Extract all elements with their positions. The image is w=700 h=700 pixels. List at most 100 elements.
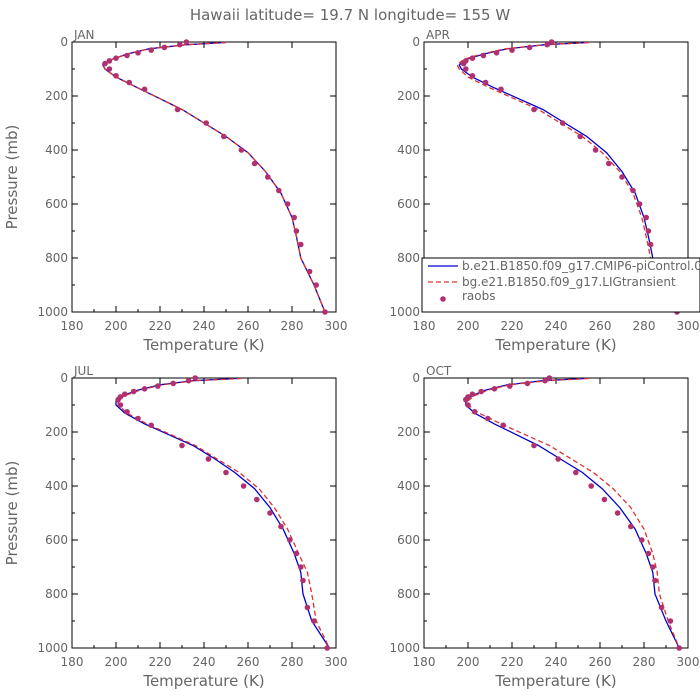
- raobs-point: [293, 550, 300, 557]
- raobs-point: [276, 187, 282, 194]
- raobs-point: [636, 201, 643, 207]
- raobs-point: [546, 375, 553, 381]
- raobs-point: [676, 645, 682, 651]
- y-tick-label: 1000: [37, 305, 68, 319]
- legend: b.e21.B1850.f09_g17.CMIP6-piControl.001b…: [421, 257, 700, 313]
- raobs-point: [161, 44, 168, 51]
- x-tick-label: 200: [105, 655, 128, 669]
- raobs-point: [606, 160, 612, 167]
- y-tick-label: 200: [397, 425, 420, 439]
- y-tick-label: 0: [60, 371, 68, 385]
- raobs-point: [135, 50, 141, 56]
- y-tick-label: 0: [60, 35, 68, 49]
- raobs-point: [639, 537, 645, 543]
- raobs-point: [619, 174, 625, 180]
- raobs-point: [304, 604, 311, 611]
- x-tick-label: 200: [457, 655, 480, 669]
- x-tick-label: 180: [413, 655, 436, 669]
- raobs-point: [630, 187, 636, 194]
- y-tick-label: 0: [412, 35, 420, 49]
- x-tick-label: 240: [545, 319, 568, 333]
- y-tick-label: 800: [397, 587, 420, 601]
- x-tick-label: 300: [325, 655, 348, 669]
- raobs-point: [577, 133, 583, 140]
- raobs-point: [284, 201, 291, 207]
- plot-frame: [71, 41, 337, 313]
- raobs-point: [170, 380, 176, 387]
- raobs-point: [267, 510, 273, 516]
- x-tick-label: 280: [633, 319, 656, 333]
- series-line-cmip6-picontrol: [465, 377, 680, 649]
- x-tick-label: 280: [281, 319, 304, 333]
- raobs-point: [531, 442, 537, 449]
- raobs-point: [601, 496, 608, 503]
- plot-frame: [423, 377, 689, 649]
- raobs-point: [313, 282, 320, 288]
- x-tick-label: 240: [193, 655, 216, 669]
- raobs-point: [102, 60, 108, 67]
- raobs-point: [588, 483, 594, 489]
- raobs-point: [645, 228, 652, 234]
- x-tick-label: 220: [149, 319, 172, 333]
- raobs-point: [573, 469, 579, 476]
- panel-jan: JAN 180 200 220 240 260 280 300 0 200 400 600 800 100…: [3, 28, 347, 354]
- x-tick-label: 260: [237, 319, 260, 333]
- series-line-ligtransient: [117, 377, 330, 649]
- y-tick-label: 800: [45, 587, 68, 601]
- raobs-point: [544, 41, 550, 48]
- panel-label: APR: [426, 28, 450, 42]
- raobs-point: [531, 106, 537, 113]
- raobs-point: [643, 214, 649, 221]
- raobs-point: [498, 86, 504, 93]
- raobs-point: [205, 456, 212, 462]
- raobs-point: [628, 523, 634, 530]
- raobs-point: [293, 228, 300, 234]
- raobs-point: [278, 523, 284, 530]
- raobs-point: [592, 147, 599, 153]
- series-line-cmip6-picontrol: [101, 41, 326, 313]
- raobs-point: [311, 618, 317, 624]
- y-tick-label: 800: [45, 251, 68, 265]
- raobs-point: [113, 55, 119, 61]
- raobs-point: [135, 415, 141, 422]
- raobs-point: [469, 55, 476, 61]
- x-axis-label: Temperature (K): [494, 672, 616, 690]
- raobs-point: [469, 72, 476, 79]
- raobs-point: [238, 147, 245, 153]
- raobs-point: [667, 618, 674, 624]
- x-tick-label: 280: [633, 655, 656, 669]
- panel-oct: OCT 180 200 220 240 260 280 300 0 200 400 600 800 100…: [389, 364, 699, 690]
- raobs-point: [465, 402, 471, 408]
- y-axis-label: Pressure (mb): [3, 125, 21, 230]
- raobs-point: [203, 120, 209, 126]
- x-tick-label: 300: [677, 319, 700, 333]
- raobs-point: [223, 469, 229, 476]
- raobs-point: [287, 537, 293, 543]
- raobs-point: [122, 391, 128, 398]
- legend-box: [421, 257, 700, 313]
- raobs-point: [113, 72, 119, 79]
- raobs-point: [500, 422, 507, 429]
- x-tick-label: 240: [193, 319, 216, 333]
- y-tick-label: 400: [397, 479, 420, 493]
- x-axis-label: Temperature (K): [142, 336, 264, 354]
- raobs-point: [509, 47, 515, 53]
- raobs-point: [124, 408, 130, 415]
- raobs-point: [126, 79, 132, 86]
- raobs-point: [463, 66, 469, 72]
- y-tick-label: 0: [412, 371, 420, 385]
- raobs-point: [106, 58, 113, 64]
- x-tick-label: 200: [105, 319, 128, 333]
- raobs-point: [155, 383, 161, 389]
- legend-label: b.e21.B1850.f09_g17.CMIP6-piControl.001: [462, 259, 700, 273]
- y-tick-label: 400: [45, 143, 68, 157]
- x-tick-label: 280: [281, 655, 304, 669]
- raobs-point: [106, 66, 113, 72]
- y-tick-label: 400: [397, 143, 420, 157]
- x-tick-label: 260: [237, 655, 260, 669]
- x-tick-label: 260: [589, 655, 612, 669]
- y-tick-label: 400: [45, 479, 68, 493]
- panel-label: OCT: [426, 364, 452, 378]
- raobs-point: [240, 483, 247, 489]
- legend-label: raobs: [462, 289, 496, 303]
